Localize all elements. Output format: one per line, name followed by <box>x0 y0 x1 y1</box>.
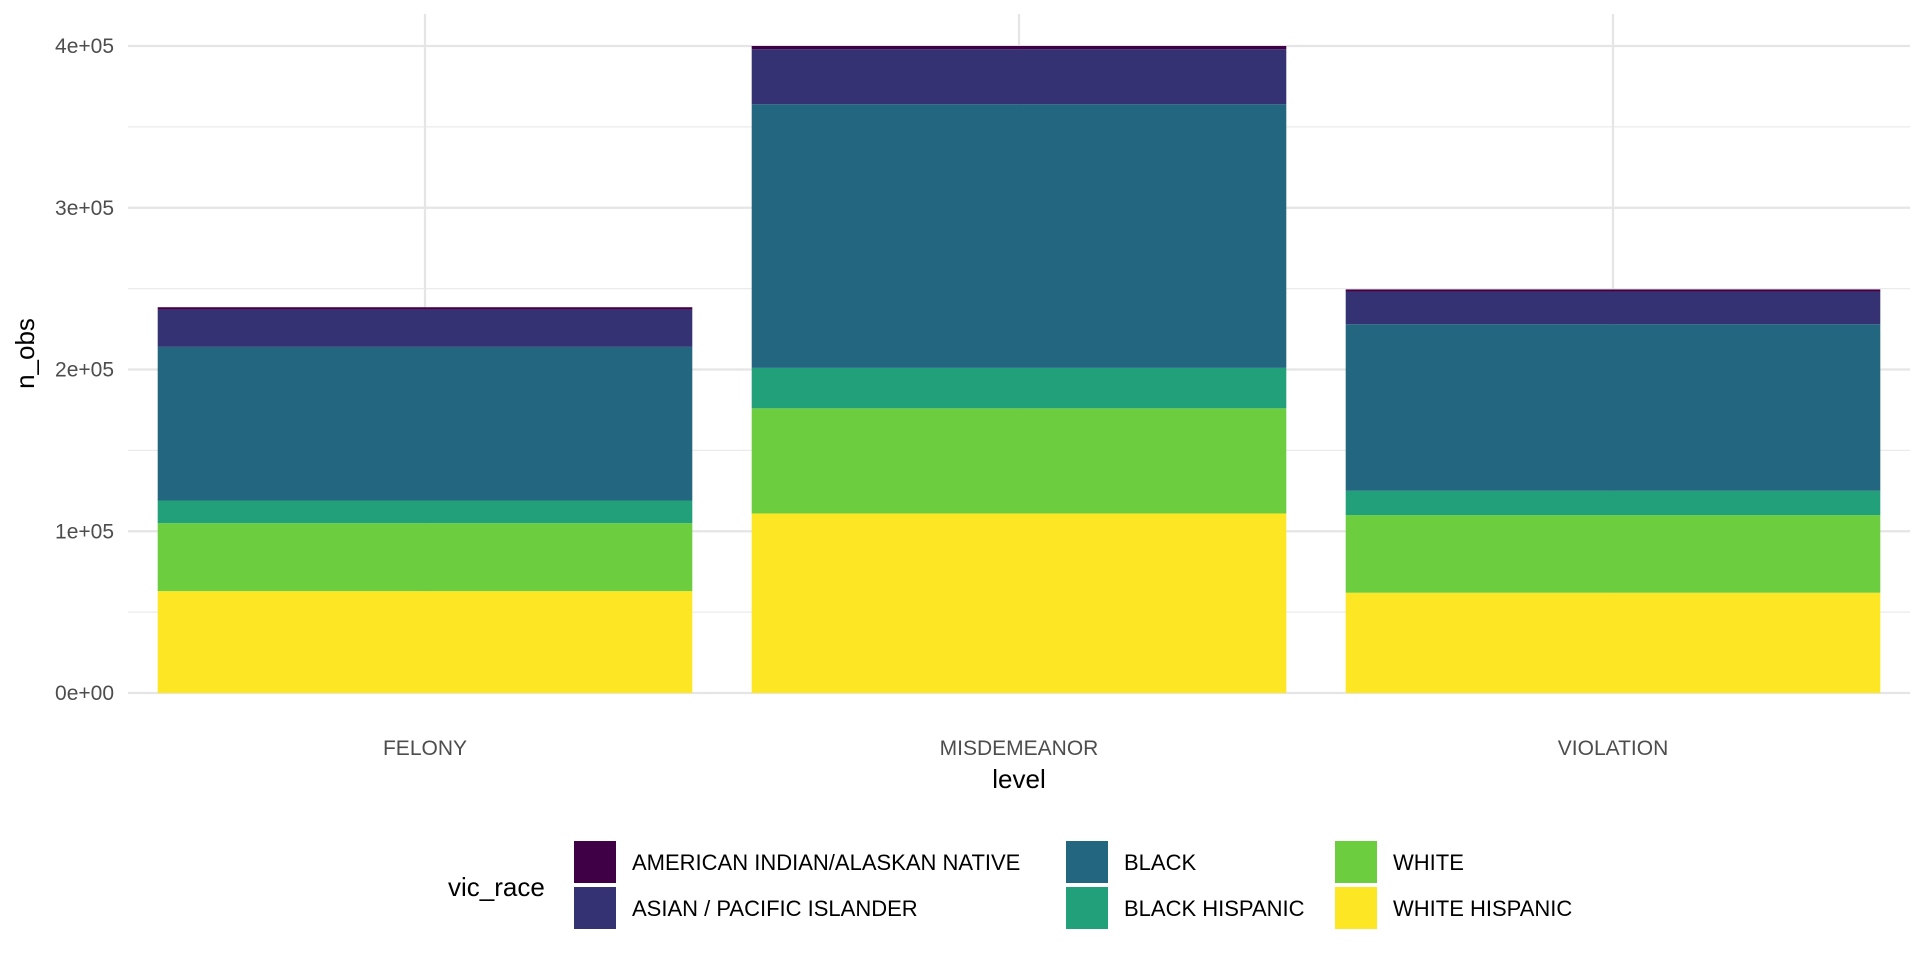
bar-segment <box>1345 490 1881 516</box>
y-tick-label: 4e+05 <box>55 35 114 58</box>
bar-segment <box>751 46 1287 50</box>
bar-segment <box>1345 291 1881 325</box>
bar-segment <box>157 500 693 524</box>
legend-swatch <box>1066 841 1108 883</box>
legend-swatch <box>574 841 616 883</box>
bars <box>157 46 1881 693</box>
legend: vic_race AMERICAN INDIAN/ALASKAN NATIVE A… <box>448 841 1572 929</box>
y-axis-title: n_obs <box>10 318 40 389</box>
legend-swatch <box>1066 887 1108 929</box>
legend-swatch <box>1335 887 1377 929</box>
legend-label: ASIAN / PACIFIC ISLANDER <box>632 896 918 921</box>
x-tick-label: VIOLATION <box>1558 737 1668 760</box>
legend-title: vic_race <box>448 872 545 902</box>
y-tick-label: 0e+00 <box>55 682 114 705</box>
bar-segment <box>751 49 1287 105</box>
bar-segment <box>751 367 1287 409</box>
bar-segment <box>157 309 693 347</box>
y-tick-label: 2e+05 <box>55 359 114 382</box>
y-tick-label: 1e+05 <box>55 520 114 543</box>
bar-segment <box>157 523 693 592</box>
legend-swatch <box>574 887 616 929</box>
x-tick-label: MISDEMEANOR <box>940 737 1099 760</box>
bar-segment <box>157 307 693 310</box>
bar-segment <box>157 346 693 501</box>
legend-label: BLACK <box>1124 850 1196 875</box>
bar-segment <box>751 104 1287 368</box>
legend-label: AMERICAN INDIAN/ALASKAN NATIVE <box>632 850 1020 875</box>
legend-swatch <box>1335 841 1377 883</box>
axes: 0e+00 1e+05 2e+05 3e+05 4e+05 FELONY MISDEMEAN… <box>55 35 1668 760</box>
bar-segment <box>751 408 1287 514</box>
bar-segment <box>1345 515 1881 593</box>
legend-label: WHITE HISPANIC <box>1393 896 1572 921</box>
bar-segment <box>1345 289 1881 292</box>
bar-segment <box>1345 592 1881 693</box>
x-tick-label: FELONY <box>383 737 467 760</box>
bar-segment <box>751 513 1287 693</box>
x-axis-title: level <box>992 764 1045 794</box>
y-tick-label: 3e+05 <box>55 197 114 220</box>
legend-label: BLACK HISPANIC <box>1124 896 1305 921</box>
legend-label: WHITE <box>1393 850 1464 875</box>
bar-segment <box>1345 324 1881 491</box>
bar-segment <box>157 591 693 693</box>
